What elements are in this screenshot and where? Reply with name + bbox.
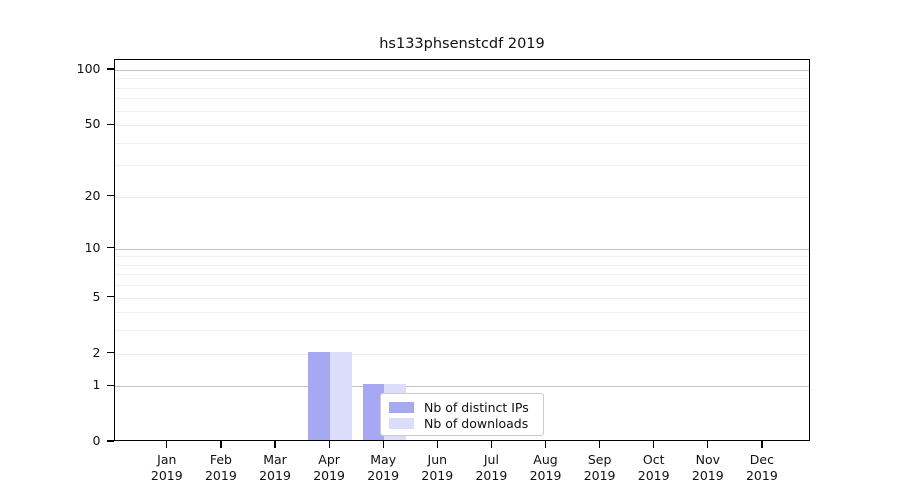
y-tick-50 [106, 123, 114, 125]
x-tick-year: 2019 [583, 468, 616, 483]
gridline-20 [115, 196, 809, 198]
x-tick-year: 2019 [259, 468, 291, 483]
x-tick-sep [599, 441, 601, 448]
legend: Nb of distinct IPs Nb of downloads [380, 393, 544, 436]
legend-swatch-downloads [389, 417, 414, 429]
gridline-minor-3 [115, 330, 809, 332]
y-tick-2 [106, 351, 114, 354]
x-tick-dec [761, 441, 763, 448]
x-tick-month: Sep [587, 452, 612, 467]
x-tick-month: Jul [483, 452, 499, 467]
x-tick-year: 2019 [475, 468, 508, 483]
gridline-minor-6 [115, 285, 809, 287]
x-tick-label-feb: Feb 2019 [193, 452, 249, 484]
gridline-minor-7 [115, 274, 809, 276]
x-tick-label-jun: Jun 2019 [409, 452, 465, 484]
x-tick-month: Oct [642, 452, 665, 467]
gridline-100 [115, 70, 809, 71]
x-tick-month: Feb [209, 452, 232, 467]
y-tick-5 [106, 296, 114, 298]
x-tick-label-jul: Jul 2019 [463, 452, 519, 484]
legend-label: Nb of downloads [424, 415, 529, 431]
x-tick-label-mar: Mar 2019 [247, 452, 303, 484]
x-tick-label-apr: Apr 2019 [301, 452, 357, 484]
gridline-minor-70 [115, 98, 809, 100]
x-tick-label-aug: Aug 2019 [518, 452, 574, 484]
y-tick-20 [106, 195, 114, 197]
gridline-minor-90 [115, 78, 809, 80]
legend-label: Nb of distinct IPs [424, 399, 529, 415]
bar-nb-of-distinct-ips-may [362, 384, 385, 440]
x-tick-year: 2019 [421, 468, 454, 483]
x-tick-label-dec: Dec 2019 [734, 452, 790, 484]
x-tick-month: Apr [318, 452, 340, 467]
x-tick-aug [544, 441, 547, 448]
x-tick-jul [490, 441, 493, 448]
y-tick-0 [106, 440, 114, 442]
x-tick-year: 2019 [691, 468, 724, 483]
y-tick-1 [106, 384, 114, 386]
y-tick-label-10: 10 [84, 239, 101, 255]
x-tick-oct [653, 441, 655, 448]
x-tick-label-nov: Nov 2019 [680, 452, 736, 484]
x-tick-label-jan: Jan 2019 [139, 452, 195, 484]
x-tick-month: May [370, 452, 397, 467]
x-tick-year: 2019 [367, 468, 400, 483]
gridline-minor-8 [115, 264, 809, 266]
x-tick-label-oct: Oct 2019 [626, 452, 682, 484]
x-tick-apr [328, 441, 330, 448]
gridline-minor-60 [115, 110, 809, 112]
x-tick-jan [166, 441, 168, 448]
y-tick-100 [106, 68, 114, 70]
x-tick-jun [436, 441, 438, 448]
x-tick-year: 2019 [150, 468, 183, 483]
gridline-minor-4 [115, 312, 809, 314]
y-tick-label-1: 1 [92, 377, 101, 393]
x-tick-may [382, 441, 384, 448]
gridline-50 [115, 125, 809, 127]
gridline-minor-30 [115, 165, 809, 167]
legend-swatch-distinct-ips [389, 401, 414, 413]
x-tick-month: Aug [533, 452, 558, 467]
y-tick-label-20: 20 [84, 187, 101, 203]
gridline-10 [115, 248, 809, 250]
y-tick-label-2: 2 [92, 344, 101, 360]
x-tick-month: Mar [263, 452, 287, 467]
x-tick-year: 2019 [529, 468, 562, 483]
gridline-minor-9 [115, 256, 809, 258]
x-tick-month: Nov [695, 452, 720, 467]
x-tick-year: 2019 [313, 468, 345, 483]
legend-item-downloads: Nb of downloads [389, 415, 535, 431]
x-tick-year: 2019 [745, 468, 778, 483]
y-tick-label-100: 100 [76, 61, 101, 76]
gridline-minor-80 [115, 87, 809, 89]
gridline-5 [115, 297, 809, 299]
y-tick-label-5: 5 [92, 288, 101, 304]
x-tick-label-may: May 2019 [355, 452, 411, 484]
x-tick-year: 2019 [637, 468, 670, 483]
x-tick-mar [274, 441, 276, 448]
x-tick-nov [707, 441, 709, 448]
y-tick-label-50: 50 [84, 116, 101, 132]
gridline-2 [115, 353, 809, 355]
gridline-1 [115, 386, 809, 388]
chart-title: hs133phsenstcdf 2019 [379, 36, 545, 52]
gridline-minor-40 [115, 142, 809, 144]
bar-nb-of-downloads-apr [330, 351, 352, 440]
plot-area [114, 59, 810, 441]
x-tick-label-sep: Sep 2019 [572, 452, 628, 484]
x-tick-year: 2019 [204, 468, 237, 483]
x-tick-month: Jan [157, 452, 177, 467]
y-tick-label-0: 0 [92, 433, 101, 448]
y-tick-10 [106, 247, 114, 249]
bar-nb-of-distinct-ips-apr [308, 351, 331, 440]
x-tick-feb [220, 441, 222, 448]
x-tick-month: Jun [427, 452, 448, 467]
legend-item-distinct-ips: Nb of distinct IPs [389, 399, 535, 415]
x-tick-month: Dec [749, 452, 774, 467]
